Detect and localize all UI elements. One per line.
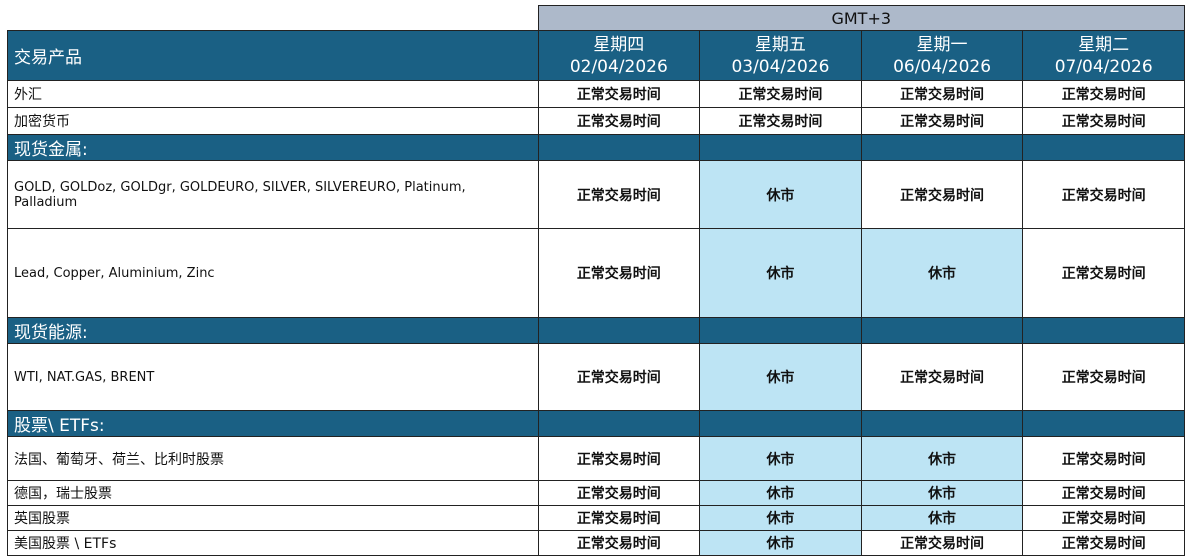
section-cell (699, 410, 862, 437)
product-name: GOLD, GOLDoz, GOLDgr, GOLDEURO, SILVER, … (7, 160, 539, 229)
date: 03/04/2026 (731, 56, 830, 77)
section-cell (1022, 317, 1185, 344)
status-cell: 正常交易时间 (537, 107, 701, 135)
status-cell: 正常交易时间 (860, 160, 1024, 229)
timezone-label: GMT+3 (537, 5, 1185, 31)
trading-hours-table: GMT+3 交易产品 星期四 02/04/2026 星期五 03/04/2026 星期一… (7, 5, 1185, 556)
product-name: 英国股票 (7, 505, 539, 531)
header-row: 交易产品 星期四 02/04/2026 星期五 03/04/2026 星期一 06/04/… (7, 30, 1185, 81)
table-row: GOLD, GOLDoz, GOLDgr, GOLDEURO, SILVER, … (7, 160, 1185, 229)
status-cell: 休市 (860, 505, 1024, 531)
table-row: 加密货币 正常交易时间 正常交易时间 正常交易时间 正常交易时间 (7, 107, 1185, 135)
status-cell: 正常交易时间 (537, 436, 701, 481)
status-cell: 正常交易时间 (1022, 436, 1185, 481)
status-cell: 正常交易时间 (699, 80, 862, 108)
day-column-header: 星期五 03/04/2026 (699, 30, 862, 81)
empty-corner-cell (7, 5, 539, 31)
weekday: 星期四 (593, 34, 645, 55)
day-column-header: 星期二 07/04/2026 (1022, 30, 1185, 81)
day-column-header: 星期四 02/04/2026 (537, 30, 701, 81)
status-cell: 正常交易时间 (537, 505, 701, 531)
product-name: 外汇 (7, 80, 539, 108)
status-cell: 正常交易时间 (537, 343, 701, 411)
status-cell: 正常交易时间 (1022, 80, 1185, 108)
section-cell (699, 317, 862, 344)
table-row: 英国股票 正常交易时间 休市 休市 正常交易时间 (7, 505, 1185, 531)
date: 06/04/2026 (893, 56, 992, 77)
status-cell: 正常交易时间 (1022, 107, 1185, 135)
section-title: 现货金属: (7, 134, 539, 161)
status-cell: 正常交易时间 (537, 160, 701, 229)
status-cell: 正常交易时间 (537, 228, 701, 318)
section-cell (860, 317, 1024, 344)
status-cell: 正常交易时间 (1022, 228, 1185, 318)
section-title: 现货能源: (7, 317, 539, 344)
section-cell (1022, 410, 1185, 437)
product-name: 法国、葡萄牙、荷兰、比利时股票 (7, 436, 539, 481)
status-cell: 休市 (699, 160, 862, 229)
status-cell: 休市 (699, 530, 862, 556)
product-name: Lead, Copper, Aluminium, Zinc (7, 228, 539, 318)
section-cell (537, 317, 701, 344)
status-cell: 休市 (699, 228, 862, 318)
status-cell: 正常交易时间 (1022, 505, 1185, 531)
table-row: Lead, Copper, Aluminium, Zinc 正常交易时间 休市 休市正… (7, 228, 1185, 318)
section-cell (537, 410, 701, 437)
table-row: 法国、葡萄牙、荷兰、比利时股票 正常交易时间 休市 休市 正常交易时间 (7, 436, 1185, 481)
section-cell (860, 134, 1024, 161)
product-column-header: 交易产品 (7, 30, 539, 81)
section-row: 现货能源: (7, 317, 1185, 344)
status-cell: 休市 (699, 480, 862, 506)
status-cell: 正常交易时间 (860, 80, 1024, 108)
status-cell: 正常交易时间 (537, 480, 701, 506)
weekday: 星期一 (916, 34, 968, 55)
status-cell: 正常交易时间 (860, 530, 1024, 556)
status-cell: 正常交易时间 (860, 107, 1024, 135)
product-name: 美国股票 \ ETFs (7, 530, 539, 556)
status-cell: 正常交易时间 (1022, 530, 1185, 556)
status-cell: 休市 (699, 436, 862, 481)
status-cell: 休市 (860, 480, 1024, 506)
table-row: 德国，瑞士股票 正常交易时间 休市 休市 正常交易时间 (7, 480, 1185, 506)
day-column-header: 星期一 06/04/2026 (860, 30, 1024, 81)
date: 07/04/2026 (1054, 56, 1153, 77)
status-cell: 休市 (860, 228, 1024, 318)
product-name: 德国，瑞士股票 (7, 480, 539, 506)
weekday: 星期二 (1078, 34, 1130, 55)
table-row: 外汇 正常交易时间 正常交易时间 正常交易时间 正常交易时间 (7, 80, 1185, 108)
section-cell (1022, 134, 1185, 161)
status-cell: 正常交易时间 (537, 80, 701, 108)
status-cell: 正常交易时间 (1022, 160, 1185, 229)
section-row: 现货金属: (7, 134, 1185, 161)
section-cell (537, 134, 701, 161)
table-row: WTI, NAT.GAS, BRENT 正常交易时间 休市 正常交易时间 正常交易时间 (7, 343, 1185, 411)
section-row: 股票\ ETFs: (7, 410, 1185, 437)
status-cell: 正常交易时间 (1022, 343, 1185, 411)
status-cell: 正常交易时间 (699, 107, 862, 135)
status-cell: 正常交易时间 (860, 343, 1024, 411)
timezone-row: GMT+3 (7, 5, 1185, 31)
status-cell: 正常交易时间 (537, 530, 701, 556)
status-cell: 正常交易时间 (1022, 480, 1185, 506)
status-cell: 休市 (860, 436, 1024, 481)
section-cell (860, 410, 1024, 437)
weekday: 星期五 (754, 34, 806, 55)
section-cell (699, 134, 862, 161)
status-cell: 休市 (699, 343, 862, 411)
table-row: 美国股票 \ ETFs 正常交易时间 休市 正常交易时间 正常交易时间 (7, 530, 1185, 556)
product-name: WTI, NAT.GAS, BRENT (7, 343, 539, 411)
status-cell: 休市 (699, 505, 862, 531)
date: 02/04/2026 (569, 56, 668, 77)
product-name: 加密货币 (7, 107, 539, 135)
section-title: 股票\ ETFs: (7, 410, 539, 437)
